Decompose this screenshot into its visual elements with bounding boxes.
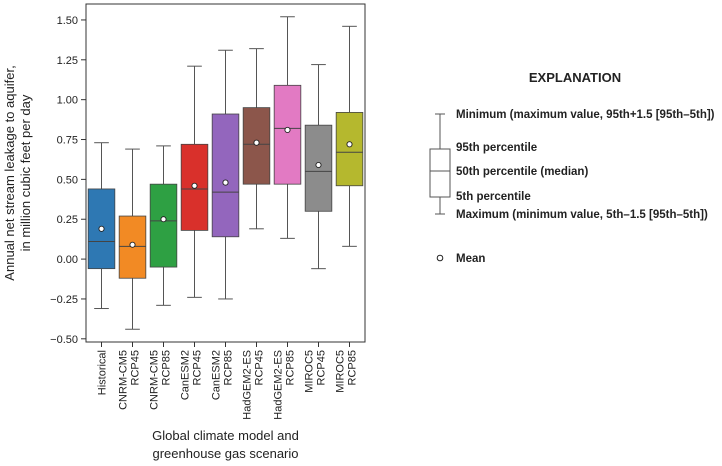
- x-tick-label: RCP45: [316, 350, 328, 385]
- legend-mean-label: Mean: [456, 253, 485, 265]
- axes: −0.50 −0.25 0.00 0.25 0.50 0.75 1.00 1.25 1.50 An…: [2, 3, 366, 461]
- x-tick-label: CanESM2: [211, 350, 223, 400]
- x-axis-title-line: greenhouse gas scenario: [153, 446, 299, 461]
- plot-area: [87, 16, 364, 330]
- x-tick-label: CNRM-CM5: [149, 350, 161, 410]
- mean-marker: [129, 241, 136, 248]
- legend-title: EXPLANATION: [529, 70, 621, 85]
- box-4: [211, 49, 240, 300]
- mean-marker: [191, 182, 198, 189]
- x-tick-label: RCP45: [192, 350, 204, 385]
- box-body: [149, 183, 178, 268]
- y-axis-title-line: in million cubic feet per day: [18, 94, 33, 251]
- x-tick-label: RCP85: [223, 350, 235, 385]
- y-tick-label: 1.00: [57, 95, 78, 107]
- y-tick-label: 0.75: [57, 135, 78, 147]
- box-7: [304, 64, 333, 270]
- legend-maximum-label: Maximum (minimum value, 5th–1.5 [95th–5t…: [456, 209, 708, 221]
- y-tick-label: 1.25: [57, 55, 78, 67]
- box-body: [211, 113, 240, 238]
- box-2: [149, 145, 178, 306]
- x-tick-label: RCP85: [285, 350, 297, 385]
- box-6: [273, 16, 302, 239]
- y-tick-label: 0.00: [57, 254, 78, 266]
- x-tick-label: RCP45: [130, 350, 142, 385]
- mean-marker: [222, 179, 229, 186]
- mean-marker: [98, 225, 105, 232]
- x-tick-label: CanESM2: [180, 350, 192, 400]
- y-tick-label: 1.50: [57, 15, 78, 27]
- box-0: [87, 142, 116, 310]
- box-body: [304, 124, 333, 212]
- y-tick-label: −0.25: [50, 294, 78, 306]
- box-3: [180, 65, 209, 298]
- mean-marker: [284, 126, 291, 134]
- y-tick-label: 0.25: [57, 214, 78, 226]
- y-axis-title-line: Annual net stream leakage to aquifer,: [2, 65, 17, 280]
- x-axis-title-line: Global climate model and: [152, 428, 299, 443]
- box-8: [335, 25, 364, 247]
- box-body: [335, 112, 364, 187]
- box-5: [242, 48, 271, 230]
- legend-minimum-label: Minimum (maximum value, 95th+1.5 [95th–5…: [456, 109, 715, 121]
- x-tick-label: Historical: [97, 350, 109, 395]
- x-tick-label: MIROC5: [335, 350, 347, 393]
- box-body: [242, 107, 271, 185]
- x-tick-label: RCP85: [161, 350, 173, 385]
- legend: EXPLANATION Minimum (maximum value, 95th+…: [429, 70, 715, 265]
- x-tick-label: HadGEM2-ES: [273, 350, 285, 420]
- x-tick-label: CNRM-CM5: [118, 350, 130, 410]
- y-tick-label: 0.50: [57, 174, 78, 186]
- x-tick-label: RCP85: [347, 350, 359, 385]
- mean-marker: [160, 216, 167, 223]
- x-tick-label: MIROC5: [304, 350, 316, 393]
- box-1: [118, 148, 147, 330]
- box-body: [273, 84, 302, 185]
- y-tick-label: −0.50: [50, 334, 78, 346]
- legend-mean-marker: [436, 254, 444, 262]
- legend-box: [429, 148, 451, 198]
- mean-marker: [253, 139, 260, 146]
- legend-median-label: 50th percentile (median): [456, 166, 588, 178]
- mean-marker: [315, 161, 322, 169]
- x-tick-label: RCP45: [254, 350, 266, 385]
- mean-marker: [346, 141, 353, 148]
- x-tick-label: HadGEM2-ES: [242, 350, 254, 420]
- legend-p5-label: 5th percentile: [456, 191, 531, 203]
- legend-p95-label: 95th percentile: [456, 142, 537, 154]
